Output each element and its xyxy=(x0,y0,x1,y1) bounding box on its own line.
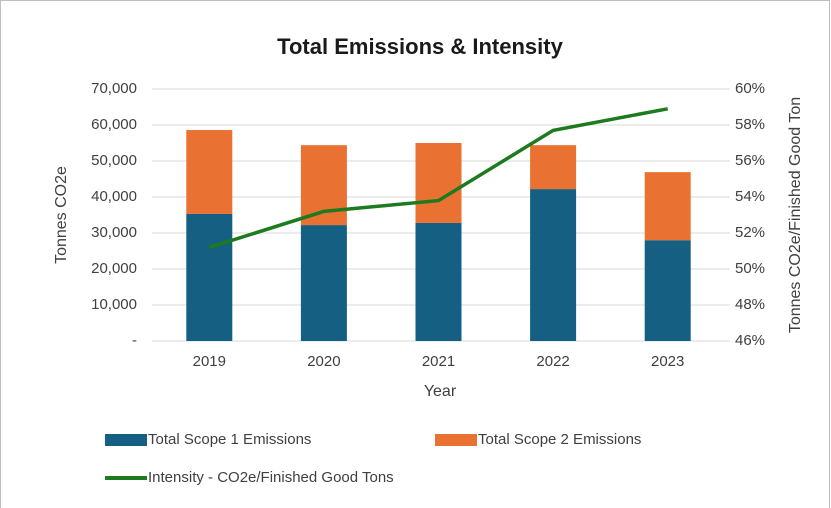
y2-tick-label: 60% xyxy=(735,80,765,97)
y-tick-label: - xyxy=(132,332,137,349)
bar xyxy=(530,145,577,190)
legend-swatch xyxy=(435,434,477,446)
legend-label: Total Scope 1 Emissions xyxy=(148,431,311,448)
y-tick-label: 60,000 xyxy=(91,116,137,133)
y-tick-label: 30,000 xyxy=(91,224,137,241)
bar xyxy=(530,189,577,341)
y2-tick-label: 52% xyxy=(735,224,765,241)
x-tick-label: 2019 xyxy=(193,353,226,370)
chart-title: Total Emissions & Intensity xyxy=(277,34,563,59)
y2-tick-label: 46% xyxy=(735,332,765,349)
legend-label: Intensity - CO2e/Finished Good Tons xyxy=(148,469,394,486)
y-tick-label: 20,000 xyxy=(91,260,137,277)
y-tick-label: 10,000 xyxy=(91,296,137,313)
bar xyxy=(186,213,233,341)
bar xyxy=(415,222,462,341)
x-tick-label: 2023 xyxy=(651,353,684,370)
y2-tick-label: 58% xyxy=(735,116,765,133)
y2-tick-label: 54% xyxy=(735,188,765,205)
x-tick-label: 2020 xyxy=(307,353,340,370)
y-tick-label: 50,000 xyxy=(91,152,137,169)
x-axis-title: Year xyxy=(424,383,457,400)
x-tick-label: 2021 xyxy=(422,353,455,370)
legend-label: Total Scope 2 Emissions xyxy=(478,431,641,448)
x-tick-label: 2022 xyxy=(536,353,569,370)
bar xyxy=(644,172,691,241)
legend-swatch xyxy=(105,434,147,446)
y2-tick-label: 56% xyxy=(735,152,765,169)
line xyxy=(208,107,669,250)
y-tick-label: 40,000 xyxy=(91,188,137,205)
bar xyxy=(186,130,233,214)
bar xyxy=(415,143,462,223)
y-tick-label: 70,000 xyxy=(91,80,137,97)
bar xyxy=(300,225,347,341)
bar xyxy=(644,240,691,341)
y-axis-title: Tonnes CO2e xyxy=(53,166,70,264)
y2-tick-label: 48% xyxy=(735,296,765,313)
y2-tick-label: 50% xyxy=(735,260,765,277)
y2-axis-title: Tonnes CO2e/Finished Good Ton xyxy=(787,97,804,333)
